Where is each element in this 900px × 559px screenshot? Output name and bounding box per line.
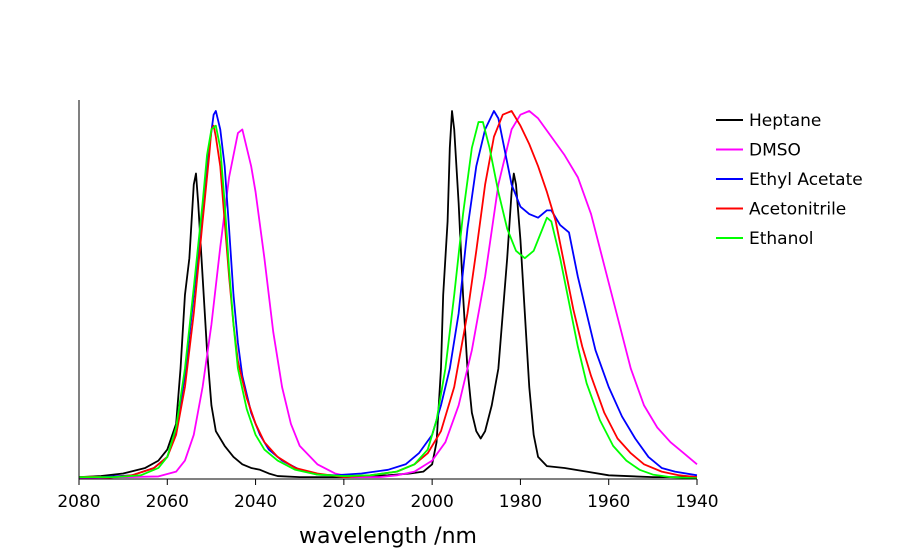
x-tick-label: 2000 xyxy=(411,492,454,512)
x-tick-label: 2040 xyxy=(234,492,277,512)
legend: Heptane DMSO Ethyl Acetate Acetonitrile Etha… xyxy=(716,111,863,249)
series-line-dmso xyxy=(78,110,698,479)
series-layer xyxy=(78,110,698,480)
series-line-heptane xyxy=(78,110,697,479)
x-tick-label: 2060 xyxy=(146,492,189,512)
legend-label-dmso: DMSO xyxy=(749,141,801,161)
x-tick-label: 1960 xyxy=(587,492,630,512)
series-line-ethyl-acetate xyxy=(79,110,698,479)
legend-label-acetonitrile: Acetonitrile xyxy=(749,200,846,220)
x-ticks: 2080 2060 2040 2020 2000 1980 1960 1940 xyxy=(57,479,719,512)
series-line-ethanol xyxy=(79,121,698,480)
series-line-acetonitrile xyxy=(78,110,698,479)
x-tick-label: 2020 xyxy=(322,492,365,512)
x-tick-label: 2080 xyxy=(57,492,100,512)
x-tick-label: 1940 xyxy=(675,492,718,512)
legend-label-ethyl-acetate: Ethyl Acetate xyxy=(749,170,863,190)
legend-label-heptane: Heptane xyxy=(749,111,821,131)
x-axis-title: wavelength /nm xyxy=(299,524,477,549)
legend-label-ethanol: Ethanol xyxy=(749,229,814,249)
x-tick-label: 1980 xyxy=(499,492,542,512)
